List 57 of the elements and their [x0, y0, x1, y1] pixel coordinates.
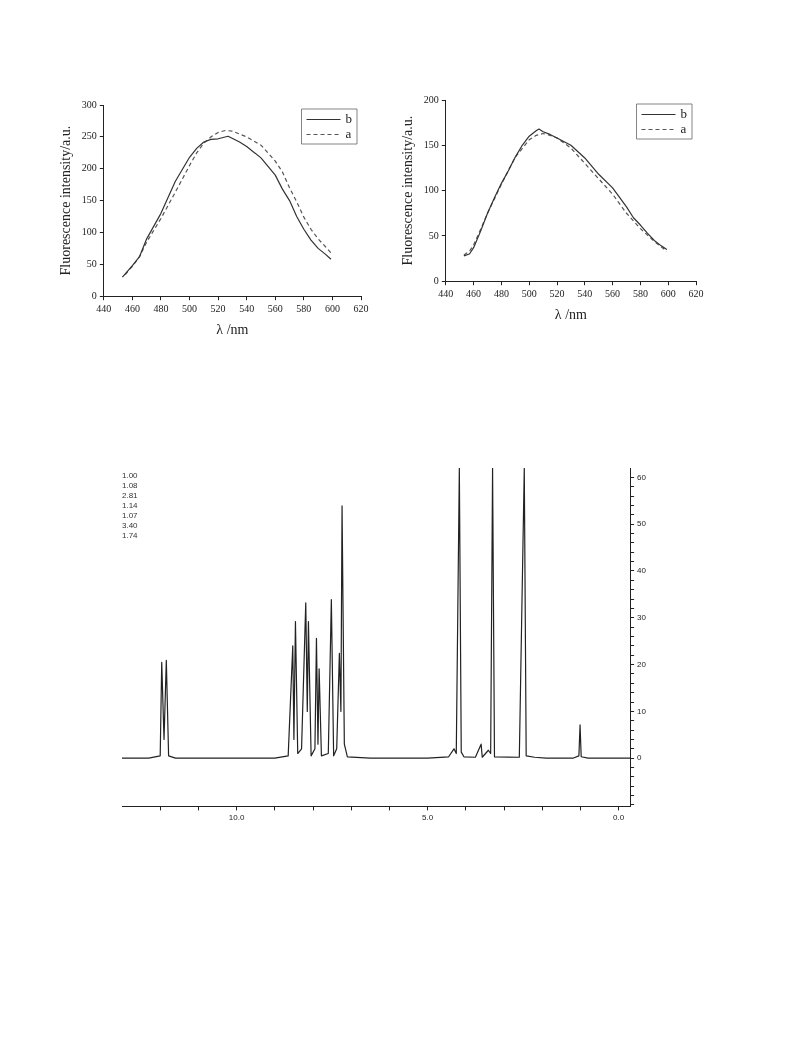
y-tick-label: 200 — [423, 93, 439, 105]
legend-label: b — [680, 105, 687, 121]
x-tick-label: 540 — [239, 302, 255, 314]
y-tick-label: 100 — [81, 226, 97, 238]
y-tick-label: 100 — [423, 184, 439, 196]
annotation: 2.81 — [122, 491, 139, 500]
y2-tick-label: 0 — [637, 753, 643, 763]
x-tick-label: 600 — [324, 302, 340, 314]
x-axis-title: λ /nm — [554, 307, 588, 323]
y-axis-title: Fluorescence intensity/a.u. — [58, 125, 74, 276]
x-tick-label: 460 — [124, 302, 140, 314]
x-tick-label: 620 — [353, 302, 369, 314]
x-tick-label: 600 — [660, 287, 676, 299]
y2-tick-label: 50 — [637, 519, 647, 529]
legend-label: a — [680, 120, 687, 136]
y2-tick-label: 30 — [637, 612, 647, 622]
x-tick-label: 10.0 — [228, 813, 245, 823]
x-tick-label: 480 — [153, 302, 169, 314]
x-tick-label: 480 — [493, 287, 509, 299]
x-tick-label: 500 — [182, 302, 198, 314]
x-tick-label: 560 — [605, 287, 621, 299]
legend-label: a — [345, 125, 352, 141]
x-tick-label: 520 — [549, 287, 565, 299]
x-tick-label: 5.0 — [422, 813, 434, 823]
y-tick-label: 150 — [423, 138, 439, 150]
x-tick-label: 440 — [438, 287, 454, 299]
y-tick-label: 250 — [81, 130, 97, 142]
x-tick-label: 580 — [632, 287, 648, 299]
y-tick-label: 150 — [81, 194, 97, 206]
y-tick-label: 0 — [91, 289, 97, 301]
annotation: 1.00 — [122, 471, 139, 480]
x-tick-label: 460 — [466, 287, 482, 299]
y-tick-label: 0 — [433, 274, 439, 286]
x-tick-label: 620 — [688, 287, 704, 299]
y-axis-title: Fluorescence intensity/a.u. — [400, 115, 416, 266]
y-tick-label: 200 — [81, 162, 97, 174]
y2-tick-label: 20 — [637, 659, 647, 669]
y2-tick-label: 40 — [637, 566, 647, 576]
annotation: 1.08 — [122, 481, 139, 490]
annotation: 1.07 — [122, 511, 139, 520]
annotation: 1.14 — [122, 501, 139, 510]
x-axis-title: λ /nm — [216, 322, 249, 338]
x-tick-label: 580 — [296, 302, 312, 314]
legend-label: b — [345, 110, 352, 126]
x-tick-label: 500 — [521, 287, 537, 299]
y2-tick-label: 10 — [637, 706, 647, 716]
x-tick-label: 560 — [267, 302, 283, 314]
x-tick-label: 520 — [210, 302, 226, 314]
y-tick-label: 50 — [86, 257, 97, 269]
annotation: 1.74 — [122, 531, 139, 540]
x-tick-label: 0.0 — [613, 813, 625, 823]
x-tick-label: 440 — [96, 302, 112, 314]
y-tick-label: 300 — [81, 98, 97, 110]
x-tick-label: 540 — [577, 287, 593, 299]
y-tick-label: 50 — [428, 229, 439, 241]
y2-tick-label: 60 — [637, 472, 647, 482]
annotation: 3.40 — [122, 521, 139, 530]
